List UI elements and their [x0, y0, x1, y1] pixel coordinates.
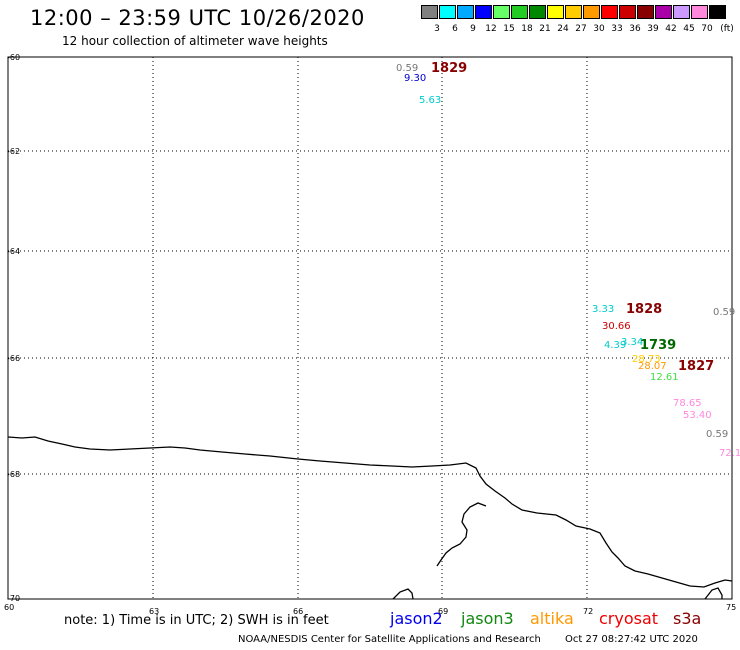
lon-label: 66	[293, 607, 304, 616]
legend-swatch	[529, 5, 546, 19]
satellite-label-cryosat: cryosat	[599, 609, 659, 628]
island-coastline	[704, 587, 723, 600]
legend-swatch	[583, 5, 600, 19]
lat-label: -60	[7, 53, 21, 62]
units-note: note: 1) Time is in UTC; 2) SWH is in fe…	[64, 613, 329, 628]
pass-time-label: 1829	[431, 61, 468, 76]
wave-height-value: 30.66	[602, 321, 631, 332]
legend-swatch	[673, 5, 690, 19]
wave-height-value: 0.59	[396, 63, 419, 74]
legend-label: 18	[521, 24, 533, 34]
satellite-label-jason3: jason3	[461, 609, 514, 628]
map-title: 12:00 – 23:59 UTC 10/26/2020	[30, 6, 365, 30]
island-coastline	[392, 588, 414, 600]
agency-credit: NOAA/NESDIS Center for Satellite Applica…	[238, 634, 541, 645]
lat-label: -64	[7, 247, 21, 256]
wave-height-value: 4.39	[604, 340, 627, 351]
legend-swatch	[457, 5, 474, 19]
wave-height-value: 5.63	[419, 95, 442, 106]
generated-timestamp: Oct 27 08:27:42 UTC 2020	[565, 634, 698, 645]
satellite-label-s3a: s3a	[673, 609, 702, 628]
legend-label: 24	[557, 24, 569, 34]
legend-label: 21	[539, 24, 551, 34]
lat-label: -62	[7, 147, 21, 156]
legend-swatch	[565, 5, 582, 19]
wave-height-value: 0.59	[706, 429, 729, 440]
wave-height-value: 12.61	[650, 372, 679, 383]
wave-height-value: 9.30	[404, 73, 427, 84]
satellite-label-jason2: jason2	[390, 609, 443, 628]
legend-label: 9	[470, 24, 476, 34]
legend-label: 70	[701, 24, 713, 34]
lat-label: -68	[7, 470, 21, 479]
legend-label: 33	[611, 24, 623, 34]
legend-swatch	[421, 5, 438, 19]
lat-label: -66	[7, 354, 21, 363]
wave-height-value: 28.73	[632, 354, 661, 365]
legend-swatch	[619, 5, 636, 19]
map-frame	[7, 56, 733, 600]
legend-label: 27	[575, 24, 587, 34]
legend-swatch	[475, 5, 492, 19]
legend-swatch	[439, 5, 456, 19]
legend-label: 36	[629, 24, 641, 34]
legend-label: 30	[593, 24, 605, 34]
legend-label: 3	[434, 24, 440, 34]
ice-shelf-edge	[436, 502, 487, 567]
legend-swatch	[511, 5, 528, 19]
legend-swatch	[637, 5, 654, 19]
map-subtitle: 12 hour collection of altimeter wave hei…	[62, 34, 328, 48]
wave-height-value: 3.33	[592, 304, 615, 315]
wave-height-value: 3.34	[621, 337, 644, 348]
lon-label: 69	[438, 607, 449, 616]
lon-label: 63	[149, 607, 160, 616]
wave-height-value: 0.59	[713, 307, 736, 318]
pass-time-label: 1827	[678, 359, 715, 374]
legend-label: 6	[452, 24, 458, 34]
legend-swatch	[709, 5, 726, 19]
wave-height-value: 72.1	[719, 448, 740, 459]
antarctic-coastline	[7, 436, 733, 588]
wave-height-value: 28.07	[638, 361, 667, 372]
pass-time-label: 1828	[626, 302, 663, 317]
wave-height-value: 78.65	[673, 398, 702, 409]
pass-time-label: 1739	[640, 338, 677, 353]
lon-label: 72	[583, 607, 594, 616]
legend-swatch	[493, 5, 510, 19]
lon-label: 75	[726, 603, 737, 612]
legend-label: (ft)	[720, 24, 734, 34]
legend-swatch	[655, 5, 672, 19]
satellite-label-altika: altika	[530, 609, 574, 628]
legend-swatch	[601, 5, 618, 19]
legend-label: 15	[503, 24, 515, 34]
lat-label: -70	[7, 594, 21, 603]
legend-label: 12	[485, 24, 497, 34]
legend-label: 45	[683, 24, 695, 34]
legend-swatch	[691, 5, 708, 19]
wave-height-value: 53.40	[683, 410, 712, 421]
lon-label: 60	[4, 603, 15, 612]
legend-label: 42	[665, 24, 677, 34]
legend-swatch	[547, 5, 564, 19]
legend-label: 39	[647, 24, 659, 34]
